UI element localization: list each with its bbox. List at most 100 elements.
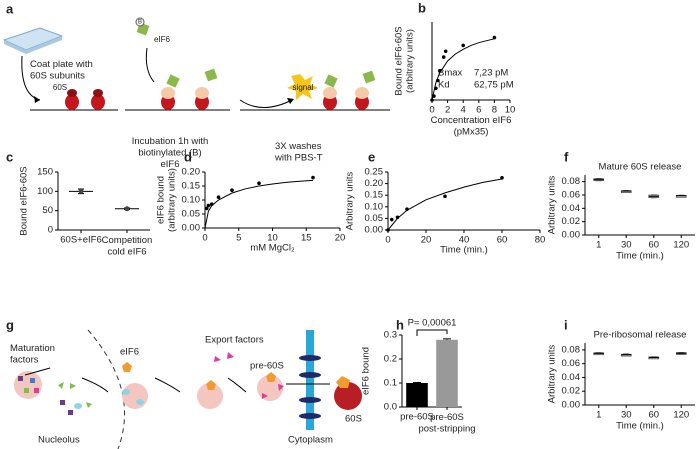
panel-label: e bbox=[368, 149, 375, 164]
eif6-label: eIF6 bbox=[154, 35, 171, 44]
x-tick-label: pre-60S bbox=[400, 412, 434, 423]
data-point bbox=[124, 206, 130, 212]
x-tick-label: 1 bbox=[596, 410, 601, 421]
panel-label: a bbox=[6, 1, 14, 16]
bar bbox=[406, 383, 428, 407]
y-tick-label: 0.00 bbox=[562, 230, 581, 241]
y-tick-label: 0.00 bbox=[365, 225, 384, 236]
annotation-value: 62,75 pM bbox=[474, 80, 514, 91]
y-tick-label: 0.15 bbox=[182, 181, 201, 192]
panel-label: i bbox=[564, 317, 568, 332]
x-tick-label: 80 bbox=[535, 235, 546, 246]
y-tick-label: 0.0 bbox=[384, 402, 397, 413]
y-axis-label: eIF6 bound(arbitrary units) bbox=[155, 168, 177, 232]
data-point bbox=[78, 188, 84, 194]
bar bbox=[436, 339, 458, 407]
annotation-value: 7,23 pM bbox=[474, 68, 508, 79]
chart-title: Pre-ribosomal release bbox=[594, 330, 687, 341]
annotation: P= 0,00061 bbox=[408, 318, 457, 329]
step-text: 3X washes with PBS-T bbox=[274, 141, 323, 163]
y-tick-label: 0.06 bbox=[562, 190, 581, 201]
panel-label: h bbox=[396, 317, 404, 332]
y-tick-label: 0.2 bbox=[384, 354, 397, 365]
ribosomes-bound bbox=[161, 68, 218, 110]
biotin-label: B bbox=[138, 20, 142, 26]
x-tick-label: 30 bbox=[621, 240, 632, 251]
fit-line bbox=[431, 38, 495, 101]
pre-ribosome bbox=[14, 371, 42, 399]
data-point bbox=[216, 195, 221, 199]
x-tick-label: 120 bbox=[673, 240, 689, 251]
x-tick-label: 60 bbox=[497, 235, 508, 246]
diagram-text: Nucleolus bbox=[38, 435, 80, 446]
panel-label: f bbox=[564, 149, 569, 164]
x-tick-label: 10 bbox=[267, 233, 278, 244]
annotation-key: Bmax bbox=[438, 68, 463, 79]
x-tick-label: 60 bbox=[648, 240, 659, 251]
panel-label: b bbox=[418, 0, 426, 15]
x-axis-label: Concentration eIF6 (pMx35) bbox=[431, 115, 512, 137]
y-tick-label: 0.02 bbox=[562, 216, 581, 227]
y-tick-label: 0 bbox=[48, 225, 53, 236]
y-tick-label: 0.00 bbox=[562, 400, 581, 411]
arrow bbox=[154, 377, 181, 393]
diagram-text: 60S bbox=[345, 414, 362, 425]
signal-burst bbox=[287, 74, 318, 100]
y-axis-label: eIF6 bound bbox=[361, 347, 372, 395]
x-tick-label: 60 bbox=[648, 410, 659, 421]
x-tick-label: 2 bbox=[445, 105, 450, 116]
arrow bbox=[81, 377, 109, 393]
y-tick-label: 0.05 bbox=[365, 213, 384, 224]
y-tick-label: 0.1 bbox=[384, 378, 397, 389]
diagram-text: Export factors bbox=[205, 335, 264, 346]
data-point bbox=[492, 35, 497, 40]
x-tick-label: 5 bbox=[236, 233, 241, 244]
y-axis-label: Arbitrary units bbox=[547, 344, 558, 403]
panel-label: d bbox=[184, 149, 192, 164]
data-point bbox=[443, 49, 448, 54]
x-tick-label: 15 bbox=[301, 233, 312, 244]
y-tick-label: 0.15 bbox=[365, 190, 384, 201]
panel-label: c bbox=[6, 149, 13, 164]
x-tick-label: Competition cold eIF6 bbox=[102, 235, 153, 257]
y-tick-label: 0.04 bbox=[562, 203, 581, 214]
x-tick-label: 0 bbox=[385, 235, 390, 246]
data-point bbox=[441, 55, 446, 59]
data-point bbox=[257, 181, 261, 185]
fit-line bbox=[387, 178, 503, 231]
x-tick-label: 60S+eIF6 bbox=[60, 235, 101, 246]
x-axis-label: Time (min.) bbox=[616, 421, 664, 432]
y-axis-label: Bound eIF6-60S bbox=[19, 166, 30, 235]
arrowhead bbox=[287, 98, 294, 104]
arrow bbox=[145, 47, 155, 83]
y-tick-label: 0.08 bbox=[562, 344, 581, 355]
x-tick-label: pre-60S post-stripping bbox=[418, 412, 475, 434]
x-tick-label: 120 bbox=[673, 410, 689, 421]
annotation-key: Kd bbox=[438, 80, 450, 91]
y-tick-label: 150 bbox=[37, 167, 53, 178]
data-point bbox=[443, 194, 447, 199]
y-tick-label: 0.10 bbox=[182, 195, 201, 206]
y-tick-label: 100 bbox=[37, 186, 53, 197]
pre-ribosome bbox=[122, 383, 148, 409]
plate-side bbox=[4, 36, 62, 54]
ribosomes bbox=[65, 89, 105, 110]
pointer bbox=[24, 367, 51, 376]
y-tick-label: 0.10 bbox=[365, 201, 384, 212]
x-tick-label: 8 bbox=[492, 105, 497, 116]
x-axis-label: Time (min.) bbox=[440, 245, 488, 256]
signal-label: signal bbox=[293, 83, 314, 92]
y-tick-label: 0.04 bbox=[562, 372, 581, 383]
x-tick-label: 20 bbox=[421, 235, 432, 246]
y-tick-label: 0.25 bbox=[365, 167, 384, 178]
y-tick-label: 0.02 bbox=[562, 386, 581, 397]
x-axis-label: mM MgCl₂ bbox=[250, 243, 295, 254]
data-point bbox=[311, 175, 315, 180]
panel-label: g bbox=[6, 317, 14, 332]
diagram-text: Maturation factors bbox=[10, 343, 55, 365]
fit-line bbox=[204, 179, 314, 229]
data-point bbox=[204, 206, 209, 211]
data-point bbox=[461, 43, 466, 48]
x-tick-label: 1 bbox=[596, 240, 601, 251]
